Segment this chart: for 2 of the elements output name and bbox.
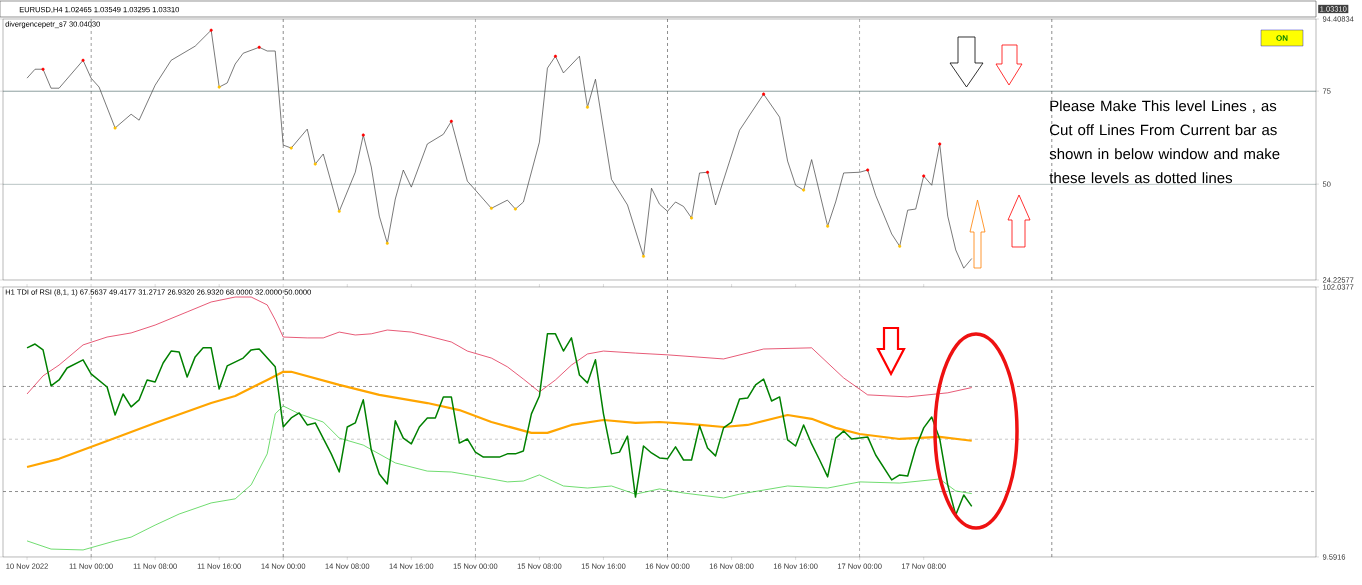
text: Please Make This level Lines , as Cut off Lines From Current bar as shown in below window and make these levels as dotted lines bbox=[1049, 100, 1280, 184]
text: ON bbox=[1276, 35, 1288, 41]
